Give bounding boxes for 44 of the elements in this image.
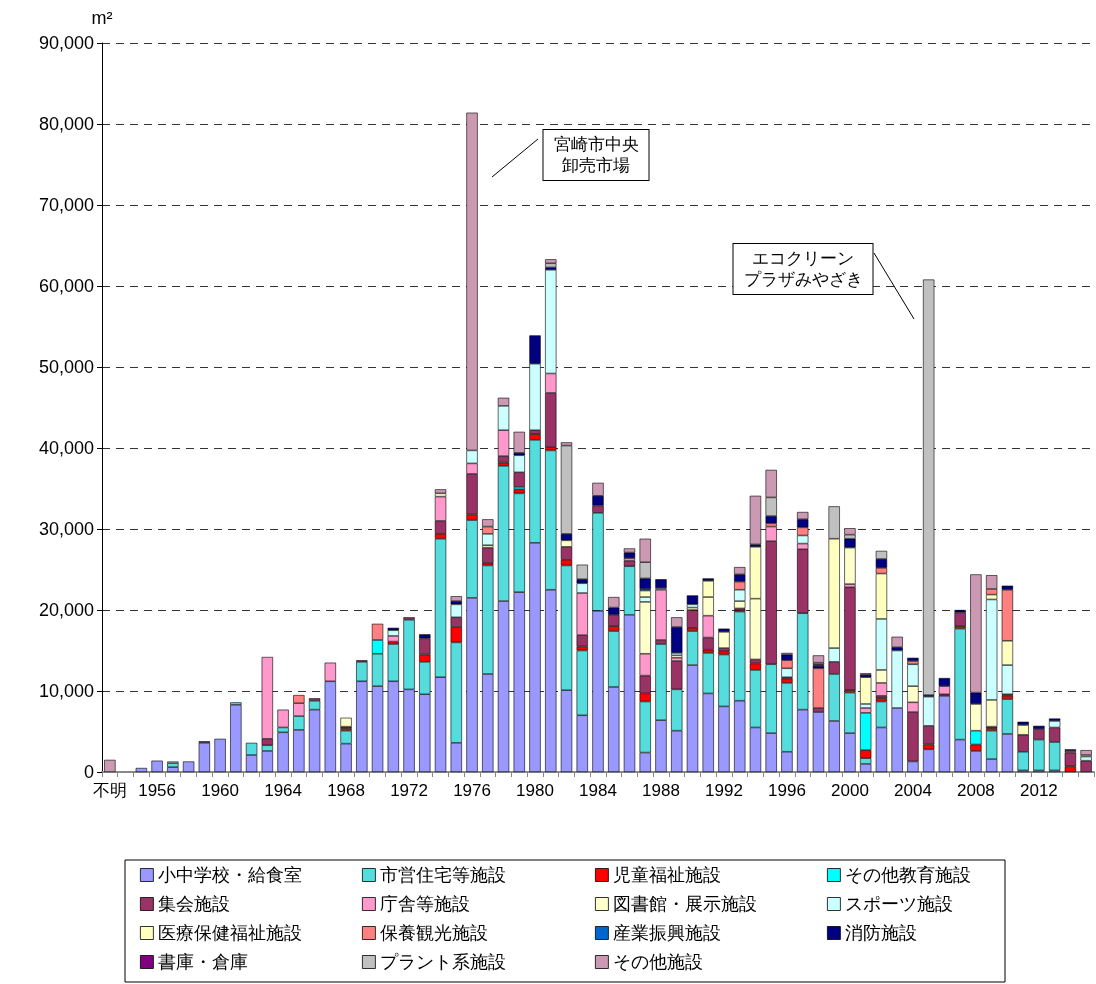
legend-label: その他教育施設 (845, 865, 972, 885)
y-tick-label: 0 (83, 762, 94, 782)
y-tick-label: 40,000 (38, 438, 94, 458)
legend-label: 図書館・展示施設 (613, 894, 758, 914)
y-tick-label: 70,000 (38, 195, 94, 215)
x-tick-label: 1964 (264, 781, 302, 800)
x-tick-label: 1972 (390, 781, 428, 800)
x-tick-label: 2004 (894, 781, 932, 800)
legend-label: 消防施設 (845, 923, 918, 943)
legend-label: 保養観光施設 (380, 923, 489, 943)
legend-label: その他施設 (613, 952, 704, 972)
x-tick-label: 2000 (831, 781, 869, 800)
legend-label: 医療保健福祉施設 (158, 923, 303, 943)
x-tick-label: 2012 (1019, 781, 1058, 800)
x-tick-label: 2008 (956, 781, 995, 800)
legend-label: 集会施設 (158, 894, 231, 914)
x-tick-label: 1992 (705, 781, 743, 800)
y-tick-label: 90,000 (38, 33, 94, 53)
y-tick-label: 80,000 (38, 114, 94, 134)
x-tick-label: 1984 (579, 781, 617, 800)
y-axis-title: m² (91, 8, 113, 28)
legend-label: 書庫・倉庫 (158, 952, 249, 972)
y-tick-label: 30,000 (38, 519, 94, 539)
x-tick-label: 1980 (516, 781, 554, 800)
legend-label: 庁舎等施設 (380, 894, 471, 914)
legend-label: 小中学校・給食室 (158, 865, 303, 885)
legend-label: プラント系施設 (380, 952, 507, 972)
legend-label: 産業振興施設 (613, 923, 722, 943)
y-tick-label: 20,000 (38, 600, 94, 620)
x-tick-label: 1988 (642, 781, 680, 800)
annotation: エコクリーンプラザみやざき (743, 249, 863, 289)
x-tick-label: 不明 (92, 781, 127, 800)
x-tick-label: 1960 (201, 781, 240, 800)
x-tick-label: 1996 (768, 781, 806, 800)
x-tick-label: 1968 (327, 781, 365, 800)
y-tick-label: 60,000 (38, 276, 94, 296)
x-tick-label: 1976 (453, 781, 491, 800)
legend-label: 市営住宅等施設 (380, 865, 507, 885)
y-tick-label: 50,000 (38, 357, 94, 377)
legend-label: スポーツ施設 (845, 894, 954, 914)
legend-label: 児童福祉施設 (613, 865, 722, 885)
x-tick-label: 1956 (138, 781, 177, 800)
y-tick-label: 10,000 (38, 681, 94, 701)
annotation: 宮崎市中央卸売市場 (553, 135, 639, 175)
